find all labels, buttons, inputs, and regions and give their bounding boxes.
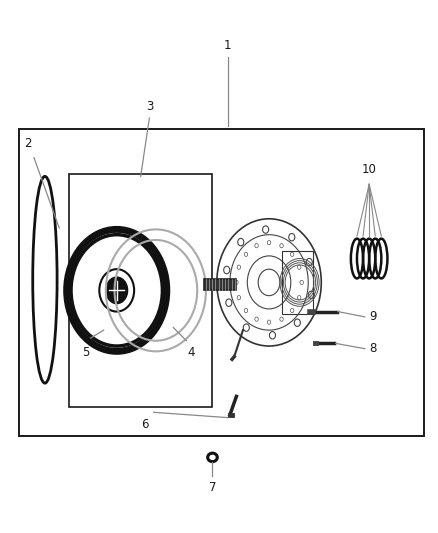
Text: 10: 10	[362, 163, 377, 176]
Bar	[204, 279, 237, 290]
Bar	[19, 128, 424, 436]
Circle shape	[106, 277, 127, 304]
Bar	[282, 251, 313, 314]
Text: 6: 6	[141, 418, 149, 431]
Text: 4: 4	[187, 346, 194, 359]
Text: 3: 3	[146, 100, 153, 113]
Bar	[69, 174, 212, 407]
Text: 9: 9	[369, 310, 377, 324]
Text: 1: 1	[224, 39, 231, 52]
Text: 2: 2	[24, 137, 31, 150]
Text: 8: 8	[369, 342, 377, 355]
Text: 7: 7	[209, 481, 216, 494]
Text: 5: 5	[83, 346, 90, 359]
